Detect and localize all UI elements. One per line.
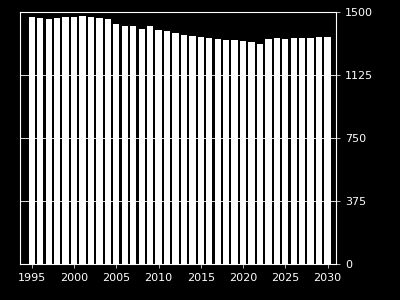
Bar — [282, 39, 288, 264]
Bar — [105, 19, 111, 264]
Bar — [172, 33, 179, 264]
Bar — [223, 40, 229, 264]
Bar — [214, 39, 221, 264]
Bar — [181, 35, 187, 264]
Bar — [46, 19, 52, 264]
Bar — [248, 42, 255, 264]
Bar — [299, 38, 305, 264]
Bar — [113, 24, 120, 264]
Bar — [37, 18, 44, 264]
Bar — [88, 17, 94, 264]
Bar — [29, 17, 35, 264]
Bar — [198, 37, 204, 264]
Bar — [164, 31, 170, 264]
Bar — [265, 39, 272, 264]
Bar — [96, 18, 102, 264]
Bar — [206, 38, 212, 264]
Bar — [232, 40, 238, 264]
Bar — [71, 17, 77, 264]
Bar — [130, 26, 136, 264]
Bar — [138, 29, 145, 264]
Bar — [54, 18, 60, 264]
Bar — [122, 26, 128, 264]
Bar — [62, 17, 69, 264]
Bar — [257, 44, 263, 264]
Bar — [147, 26, 153, 264]
Bar — [79, 16, 86, 264]
Bar — [189, 35, 196, 264]
Bar — [155, 31, 162, 264]
Bar — [240, 40, 246, 264]
Bar — [290, 38, 297, 264]
Bar — [324, 37, 331, 264]
Bar — [308, 38, 314, 264]
Bar — [316, 37, 322, 264]
Bar — [274, 38, 280, 264]
